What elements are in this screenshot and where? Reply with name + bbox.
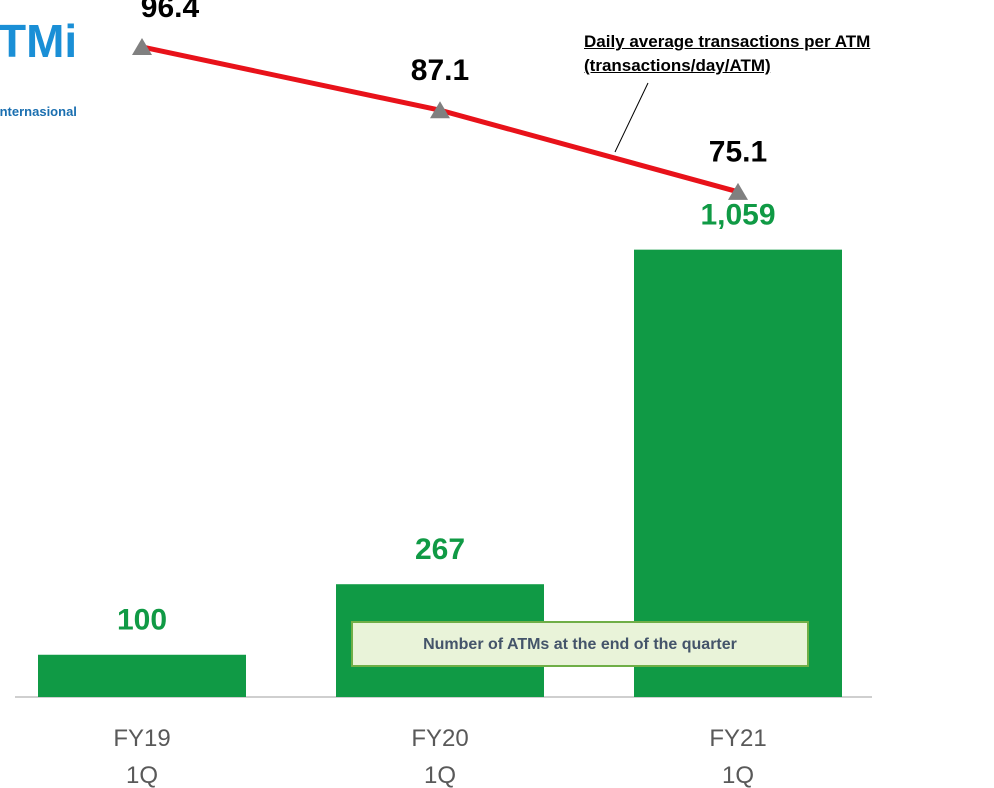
line-marker: [132, 37, 152, 55]
line-annotation: Daily average transactions per ATM (tran…: [584, 32, 871, 75]
bar-value-label: 267: [415, 533, 465, 566]
x-tick-label: FY21 1Q: [709, 725, 767, 788]
bar: [38, 654, 246, 697]
legend-box: [351, 621, 809, 667]
x-tick-label: FY20 1Q: [411, 725, 469, 788]
line-value-label: 96.4: [141, 0, 200, 24]
line-value-label: 87.1: [411, 54, 469, 87]
annotation-leader: [614, 82, 649, 153]
x-tick-label: FY19 1Q: [113, 725, 171, 788]
line-marker: [728, 182, 748, 200]
bar-value-label: 100: [117, 604, 167, 637]
logo: TMi: [0, 15, 78, 67]
bar-value-label: 1,059: [700, 199, 775, 232]
logo-subtitle: Internasional: [0, 104, 77, 119]
legend-label: Number of ATMs at the end of the quarter: [423, 636, 737, 653]
line-marker: [430, 101, 450, 119]
line-value-label: 75.1: [709, 136, 767, 169]
